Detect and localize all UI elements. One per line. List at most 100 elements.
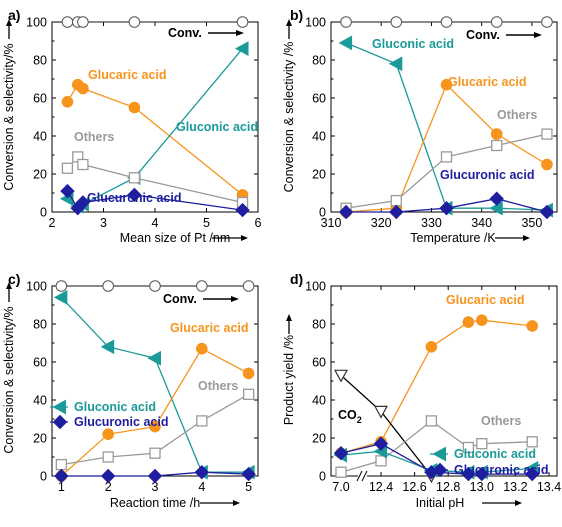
- data-point-glucuronic: [235, 202, 250, 218]
- series-conv: [61, 16, 249, 28]
- y-tick-label: 40: [312, 394, 326, 408]
- series-others: [335, 415, 538, 478]
- data-point-conv: [55, 280, 68, 292]
- data-point-others: [102, 451, 114, 463]
- data-point-others: [55, 458, 68, 471]
- data-point-glucaric: [425, 341, 438, 353]
- data-point-conv: [541, 16, 553, 28]
- data-point-others: [128, 172, 141, 184]
- data-point-conv: [490, 16, 503, 28]
- conv-arrow-head: [236, 30, 244, 36]
- y-tick-label: 80: [33, 318, 47, 332]
- series-glucuronic: [338, 191, 555, 220]
- x-axis-arrow-head: [515, 500, 522, 506]
- series-glucuronic: [333, 436, 540, 482]
- series-label-others: Others: [198, 379, 238, 393]
- data-point-gluconic: [388, 56, 403, 72]
- data-point-glucaric: [61, 96, 74, 108]
- legend-marker-gluconic: [52, 399, 66, 415]
- y-tick-label: 80: [312, 54, 326, 68]
- series-line: [340, 319, 533, 454]
- data-point-glucuronic: [524, 466, 540, 482]
- data-point-conv: [340, 16, 352, 28]
- data-point-others: [61, 162, 74, 174]
- y-tick-label: 60: [33, 92, 47, 106]
- x-tick-label: 7.0: [332, 480, 349, 494]
- data-point-gluconic: [338, 35, 353, 51]
- data-point-gluconic: [147, 350, 161, 366]
- data-point-conv: [102, 280, 114, 292]
- data-point-glucuronic: [489, 191, 504, 206]
- data-point-glucuronic: [338, 204, 354, 220]
- y-tick-label: 60: [312, 356, 326, 370]
- legend-label-gluconic: Gluconic acid: [74, 400, 156, 414]
- panel-label: b): [290, 7, 303, 23]
- legend-label-glucuronic: Glucuronic acid: [74, 415, 168, 429]
- legend-label-gluconic: Gluconic acid: [454, 447, 536, 461]
- panel-3: 0 20 40 60 80 100 1 2 3 4 5 c) Conversion & selectiv…: [2, 271, 259, 510]
- data-point-glucaric: [242, 367, 255, 380]
- y-tick-label: 20: [312, 168, 326, 182]
- data-point-glucuronic: [100, 468, 116, 484]
- data-point-glucuronic: [474, 466, 490, 482]
- x-tick-label: 6: [255, 216, 262, 230]
- data-point-others: [526, 436, 538, 448]
- x-tick-label: 310: [321, 216, 342, 230]
- data-point-glucuronic: [194, 464, 210, 480]
- data-point-glucaric: [102, 428, 114, 441]
- series-line: [340, 443, 533, 475]
- legend-marker-glucuronic: [52, 414, 68, 430]
- series-conv: [55, 280, 255, 292]
- series-label-glucaric: Glucaric acid: [448, 75, 527, 89]
- data-point-glucuronic: [333, 445, 349, 461]
- plot-frame: [51, 21, 259, 213]
- series-label-conv: Conv.: [466, 28, 500, 42]
- data-point-conv: [242, 280, 255, 292]
- series-label-glucaric: Glucaric acid: [88, 68, 167, 82]
- y-axis-label: Product yield /%: [282, 335, 296, 425]
- series-others: [61, 151, 249, 209]
- y-tick-label: 0: [40, 470, 47, 484]
- y-axis-label: Conversion & selectivity/%: [2, 43, 16, 190]
- data-point-glucuronic: [127, 187, 142, 203]
- series-label-conv: Conv.: [168, 26, 202, 40]
- series-glucuronic: [60, 183, 250, 218]
- x-tick-label: 4: [198, 480, 205, 494]
- series-label-glucaric: Glucaric acid: [446, 293, 525, 307]
- series-others: [55, 388, 255, 471]
- x-tick-label: 13.2: [503, 480, 527, 494]
- data-point-conv: [390, 16, 403, 28]
- series-label-glucuronic: Glucuronic acid: [440, 168, 534, 182]
- data-point-gluconic: [235, 41, 249, 56]
- y-tick-label: 0: [40, 206, 47, 220]
- panel-1: 0 20 40 60 80 100 2 3 4 5 6 a) Conversion & selectiv…: [2, 7, 262, 245]
- x-axis-label: Reaction time /h: [110, 496, 200, 510]
- data-point-others: [77, 158, 89, 171]
- data-point-glucuronic: [147, 468, 163, 484]
- conv-arrow-head: [231, 296, 239, 302]
- series-glucaric: [335, 314, 539, 460]
- x-axis-arrow-head: [523, 235, 530, 241]
- x-tick-label: 2: [49, 216, 56, 230]
- x-axis-label: Initial pH: [416, 496, 465, 510]
- series-conv: [340, 16, 553, 28]
- y-tick-label: 80: [33, 54, 47, 68]
- x-axis-label: Temperature /K: [410, 231, 496, 245]
- x-tick-label: 340: [471, 216, 492, 230]
- data-point-glucuronic: [60, 183, 75, 199]
- panel-2: 0 20 40 60 80 100 310 320 330 340 350 b) Conversion …: [282, 7, 558, 245]
- series-glucaric: [340, 78, 553, 218]
- data-point-others: [476, 438, 488, 450]
- data-point-glucaric: [462, 316, 475, 328]
- series-label-others: Others: [481, 414, 521, 428]
- data-point-glucaric: [440, 78, 453, 91]
- y-tick-label: 100: [305, 16, 326, 30]
- legend-label-glucuronic: Glucuronic acid: [454, 463, 548, 477]
- y-axis-arrow-head: [286, 19, 292, 26]
- data-point-gluconic: [100, 339, 115, 355]
- data-point-others: [149, 447, 161, 459]
- y-tick-label: 100: [26, 16, 47, 30]
- data-point-others: [462, 441, 475, 454]
- axis-break-gap: [358, 470, 367, 482]
